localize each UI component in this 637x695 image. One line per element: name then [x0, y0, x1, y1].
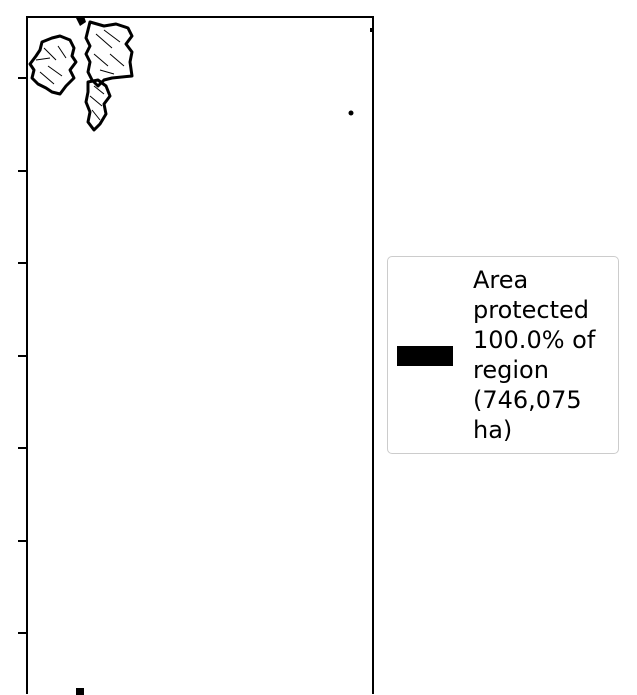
map-frame [26, 16, 374, 694]
protected-area-west [28, 34, 78, 96]
protected-area-east-texture [93, 29, 125, 75]
y-tick [18, 77, 26, 79]
protected-area-east [84, 20, 134, 88]
y-tick [18, 632, 26, 634]
y-tick [18, 447, 26, 449]
y-tick [18, 540, 26, 542]
protected-area-south-texture [89, 85, 105, 121]
protected-area-dot [76, 688, 84, 695]
protected-area-south [84, 78, 112, 132]
legend: Area protected 100.0% of region (746,075… [387, 256, 619, 454]
legend-label: Area protected 100.0% of region (746,075… [473, 266, 596, 444]
y-tick [18, 262, 26, 264]
y-tick [18, 355, 26, 357]
protected-area-north-fragment [76, 16, 86, 26]
y-tick [18, 170, 26, 172]
legend-swatch [397, 346, 453, 366]
protected-area-dot [370, 28, 373, 32]
protected-area-dot [348, 110, 354, 116]
protected-area-west-texture [35, 45, 67, 85]
